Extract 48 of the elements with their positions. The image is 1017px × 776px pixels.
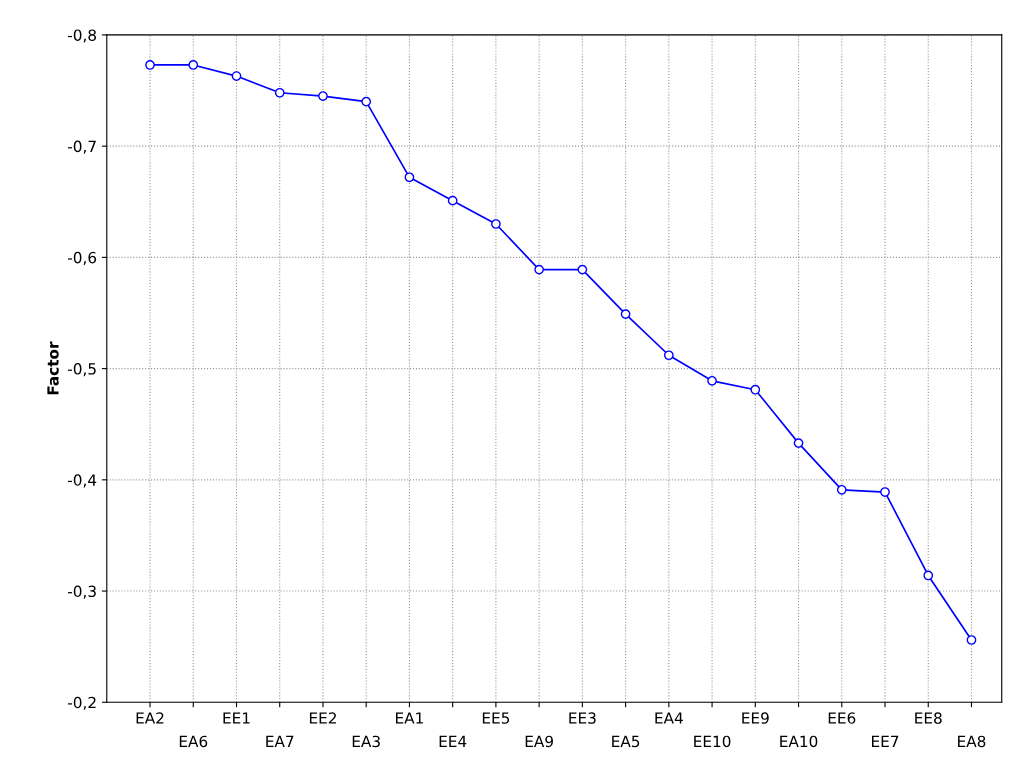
x-tick-label: EE8: [915, 712, 942, 724]
point: [318, 91, 328, 101]
point: [188, 60, 199, 70]
y-tick-label: -0,5: [68, 363, 96, 377]
y-tick-label: -0,7: [68, 140, 96, 154]
x-tick-label: EA4: [655, 712, 683, 724]
x-tick-label: EE5: [482, 712, 510, 724]
x-tick-label: EA6: [179, 735, 208, 748]
point: [577, 264, 588, 275]
y-tick-label: -0,4: [68, 474, 97, 488]
point: [966, 635, 977, 645]
y-tick-label: -0,8: [68, 29, 97, 43]
point: [793, 438, 804, 448]
point: [447, 195, 458, 206]
x-tick-label: EA5: [612, 735, 640, 748]
x-tick-label: EE2: [309, 712, 336, 724]
point: [534, 264, 544, 275]
x-tick-label: EE3: [569, 712, 596, 724]
point: [880, 487, 890, 497]
point: [707, 375, 717, 386]
x-tick-label: EA2: [136, 712, 164, 724]
x-tick-label: EE6: [828, 712, 856, 724]
point: [231, 71, 242, 81]
x-tick-label: EA8: [958, 735, 986, 748]
x-tick-label: EA1: [396, 712, 423, 724]
point: [491, 219, 501, 229]
point: [923, 570, 934, 581]
point: [836, 484, 847, 495]
point: [663, 350, 674, 361]
point: [750, 384, 761, 395]
y-axis-title: Factor: [47, 341, 59, 395]
y-tick-label: -0,3: [68, 585, 96, 599]
y-tick-label: -0,6: [68, 251, 97, 265]
point: [620, 309, 631, 319]
x-tick-label: EA3: [352, 735, 380, 748]
x-tick-label: EA10: [780, 735, 818, 748]
x-tick-label: EE9: [742, 712, 769, 724]
point: [404, 172, 415, 183]
x-tick-label: EE7: [872, 735, 899, 747]
point: [361, 96, 372, 107]
point: [145, 60, 155, 70]
point: [274, 87, 285, 98]
x-tick-label: EA7: [266, 735, 294, 747]
x-tick-label: EE1: [223, 712, 250, 724]
x-tick-label: EE10: [694, 735, 731, 748]
y-tick-label: -0,2: [68, 696, 96, 710]
x-tick-label: EA9: [525, 735, 553, 748]
x-tick-label: EE4: [439, 735, 467, 747]
